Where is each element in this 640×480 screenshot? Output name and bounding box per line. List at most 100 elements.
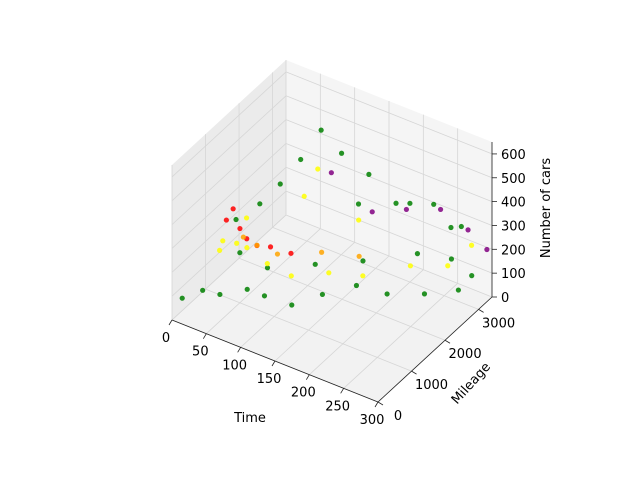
z-grid-left bbox=[171, 71, 287, 178]
x-axis-label: Time bbox=[233, 411, 266, 426]
data-point bbox=[407, 263, 414, 269]
data-point bbox=[458, 223, 464, 230]
z-tick-label: 300 bbox=[501, 219, 526, 234]
x-tick-label: 200 bbox=[291, 386, 316, 401]
data-point bbox=[326, 270, 332, 276]
data-point bbox=[237, 225, 243, 232]
y-grid-floor bbox=[272, 226, 479, 310]
x-tick-mark bbox=[202, 333, 207, 339]
y-tick-mark bbox=[377, 401, 384, 406]
data-point bbox=[356, 253, 362, 259]
z-grid-back bbox=[285, 71, 493, 155]
data-point bbox=[455, 287, 461, 293]
z-grid-back bbox=[285, 190, 493, 274]
data-point bbox=[288, 273, 294, 279]
x-grid-floor bbox=[240, 242, 355, 348]
z-grid-left bbox=[171, 95, 287, 202]
data-point bbox=[356, 217, 362, 223]
data-point bbox=[234, 240, 240, 246]
data-point bbox=[289, 302, 295, 308]
data-point bbox=[431, 201, 437, 207]
z-tick-label: 0 bbox=[501, 291, 509, 306]
z-grid-back bbox=[285, 143, 493, 226]
data-point bbox=[328, 170, 334, 176]
x-tick-mark bbox=[168, 319, 173, 326]
data-point bbox=[288, 250, 294, 256]
x-grid-floor bbox=[206, 228, 321, 334]
x-grid-floor bbox=[309, 269, 424, 375]
x-tick-label: 0 bbox=[162, 331, 170, 346]
x-tick-label: 150 bbox=[257, 372, 282, 387]
z-axis-label: Number of cars bbox=[539, 158, 554, 258]
data-point bbox=[437, 206, 444, 213]
z-grid-back bbox=[285, 95, 493, 179]
data-point bbox=[369, 209, 375, 215]
y-tick-mark bbox=[444, 339, 451, 344]
axis-panes bbox=[172, 60, 492, 402]
data-point bbox=[355, 201, 362, 207]
y-tick-label: 0 bbox=[394, 409, 402, 424]
z-grid-left bbox=[171, 190, 287, 297]
data-point bbox=[366, 171, 372, 177]
data-point bbox=[274, 251, 281, 257]
data-point bbox=[360, 273, 366, 279]
data-point bbox=[233, 216, 239, 223]
data-point bbox=[384, 291, 390, 297]
data-point bbox=[254, 242, 260, 248]
data-point bbox=[338, 150, 345, 156]
data-point bbox=[315, 166, 321, 172]
data-point bbox=[319, 249, 325, 255]
data-point bbox=[445, 263, 451, 269]
x-tick-mark bbox=[305, 374, 310, 380]
z-grid-back bbox=[285, 166, 493, 250]
x-tick-mark bbox=[271, 360, 276, 367]
data-point bbox=[267, 244, 274, 250]
data-point bbox=[403, 206, 410, 213]
data-point bbox=[407, 200, 413, 206]
y-tick-label: 1000 bbox=[415, 378, 448, 393]
data-point bbox=[318, 127, 324, 133]
data-point bbox=[240, 234, 246, 240]
data-point bbox=[230, 206, 236, 212]
data-point bbox=[223, 217, 229, 223]
data-point bbox=[243, 215, 250, 221]
data-point bbox=[301, 193, 307, 199]
y-tick-mark bbox=[478, 309, 484, 313]
data-point bbox=[414, 251, 421, 257]
data-point bbox=[393, 200, 399, 206]
x-tick-mark bbox=[340, 388, 345, 394]
x-tick-mark bbox=[237, 347, 242, 353]
data-point bbox=[468, 242, 475, 248]
y-grid-floor bbox=[238, 257, 446, 341]
data-point bbox=[319, 291, 326, 298]
y-axis-label: Mileage bbox=[449, 360, 494, 408]
x-tick-label: 50 bbox=[192, 345, 209, 360]
data-point bbox=[264, 265, 271, 271]
z-grid-left bbox=[171, 119, 287, 225]
z-tick-label: 500 bbox=[501, 172, 526, 187]
data-point bbox=[448, 224, 454, 231]
x-tick-label: 300 bbox=[360, 413, 385, 428]
data-point bbox=[421, 291, 428, 297]
left-wall-pane bbox=[172, 60, 286, 320]
data-point bbox=[261, 293, 268, 299]
y-tick-label: 2000 bbox=[449, 347, 482, 362]
z-grid-back bbox=[285, 119, 493, 202]
y-tick-mark bbox=[411, 370, 417, 375]
data-point bbox=[312, 261, 318, 267]
data-point bbox=[277, 181, 283, 187]
x-tick-label: 250 bbox=[325, 399, 350, 414]
data-point bbox=[469, 273, 475, 279]
data-point bbox=[264, 261, 270, 267]
z-grid-left bbox=[171, 167, 287, 273]
data-point bbox=[360, 258, 366, 264]
y-tick-label: 3000 bbox=[482, 316, 515, 331]
data-point bbox=[244, 245, 250, 251]
z-tick-label: 600 bbox=[501, 148, 526, 163]
data-point bbox=[179, 295, 185, 301]
data-point bbox=[217, 291, 223, 298]
y-axis-line bbox=[377, 296, 493, 403]
data-point bbox=[220, 238, 226, 244]
